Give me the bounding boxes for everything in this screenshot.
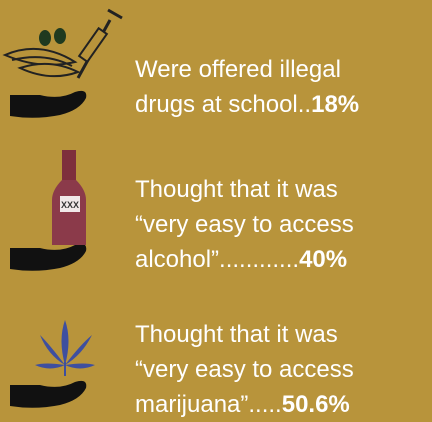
line-text: “very easy to access — [135, 356, 354, 383]
text-line: drugs at school..18% — [135, 87, 359, 122]
line-text: alcohol”............ — [135, 246, 300, 273]
text-line: alcohol”............40% — [135, 242, 354, 277]
hand-icon — [10, 380, 87, 408]
text-line: marijuana”.....50.6% — [135, 387, 354, 422]
text-line: Were offered illegal — [135, 52, 359, 87]
line-text: drugs at school.. — [135, 91, 312, 118]
item-text: Were offered illegal drugs at school..18% — [135, 52, 359, 122]
leaf-icon — [35, 320, 95, 376]
item-text: Thought that it was “very easy to access m… — [135, 317, 354, 422]
drugs-icon — [2, 8, 123, 79]
percentage: 50.6% — [281, 391, 350, 418]
percentage: 40% — [299, 246, 348, 273]
bottle-label: XXX — [61, 200, 79, 210]
bottle-icon: XXX — [52, 150, 86, 245]
hand-icon — [10, 90, 87, 118]
line-text: Thought that it was — [135, 321, 338, 348]
text-line: Thought that it was — [135, 172, 354, 207]
percentage: 18% — [311, 91, 360, 118]
line-text: Thought that it was — [135, 176, 338, 203]
text-line: Thought that it was — [135, 317, 354, 352]
line-text: Were offered illegal — [135, 56, 341, 83]
text-line: “very easy to access — [135, 352, 354, 387]
line-text: “very easy to access — [135, 211, 354, 238]
item-text: Thought that it was “very easy to access a… — [135, 172, 354, 277]
hand-icon — [10, 243, 87, 271]
line-text: marijuana”..... — [135, 391, 282, 418]
text-line: “very easy to access — [135, 207, 354, 242]
